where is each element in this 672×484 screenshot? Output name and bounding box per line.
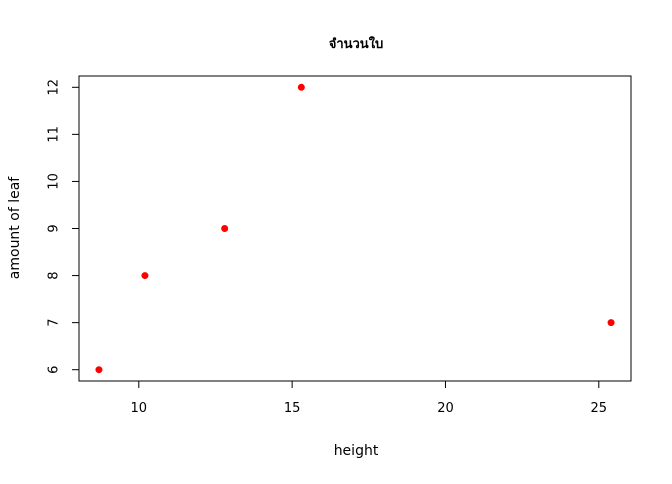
y-axis-label: amount of leaf xyxy=(7,176,23,279)
data-point xyxy=(95,366,103,374)
data-point xyxy=(297,83,305,91)
data-point xyxy=(141,272,149,280)
y-tick-label: 8 xyxy=(47,271,62,279)
plot-area-frame xyxy=(78,75,632,382)
y-tick-label: 12 xyxy=(47,79,62,96)
y-tick-label: 11 xyxy=(47,126,62,143)
x-tick-label: 25 xyxy=(591,401,608,416)
x-axis: 10 15 20 25 xyxy=(131,380,608,416)
data-points xyxy=(95,83,615,374)
chart-title: จำนวนใบ xyxy=(329,35,384,52)
x-tick-label: 20 xyxy=(437,401,454,416)
x-tick-label: 10 xyxy=(131,401,148,416)
data-point xyxy=(221,225,229,232)
y-tick-label: 7 xyxy=(47,318,62,326)
y-tick-label: 9 xyxy=(47,224,62,232)
x-tick-label: 15 xyxy=(284,401,301,416)
y-axis: 6 7 8 9 10 11 12 xyxy=(47,79,80,374)
y-tick-label: 6 xyxy=(47,366,62,374)
x-axis-label: height xyxy=(334,443,379,459)
y-tick-label: 10 xyxy=(47,173,62,190)
data-point xyxy=(607,319,615,327)
